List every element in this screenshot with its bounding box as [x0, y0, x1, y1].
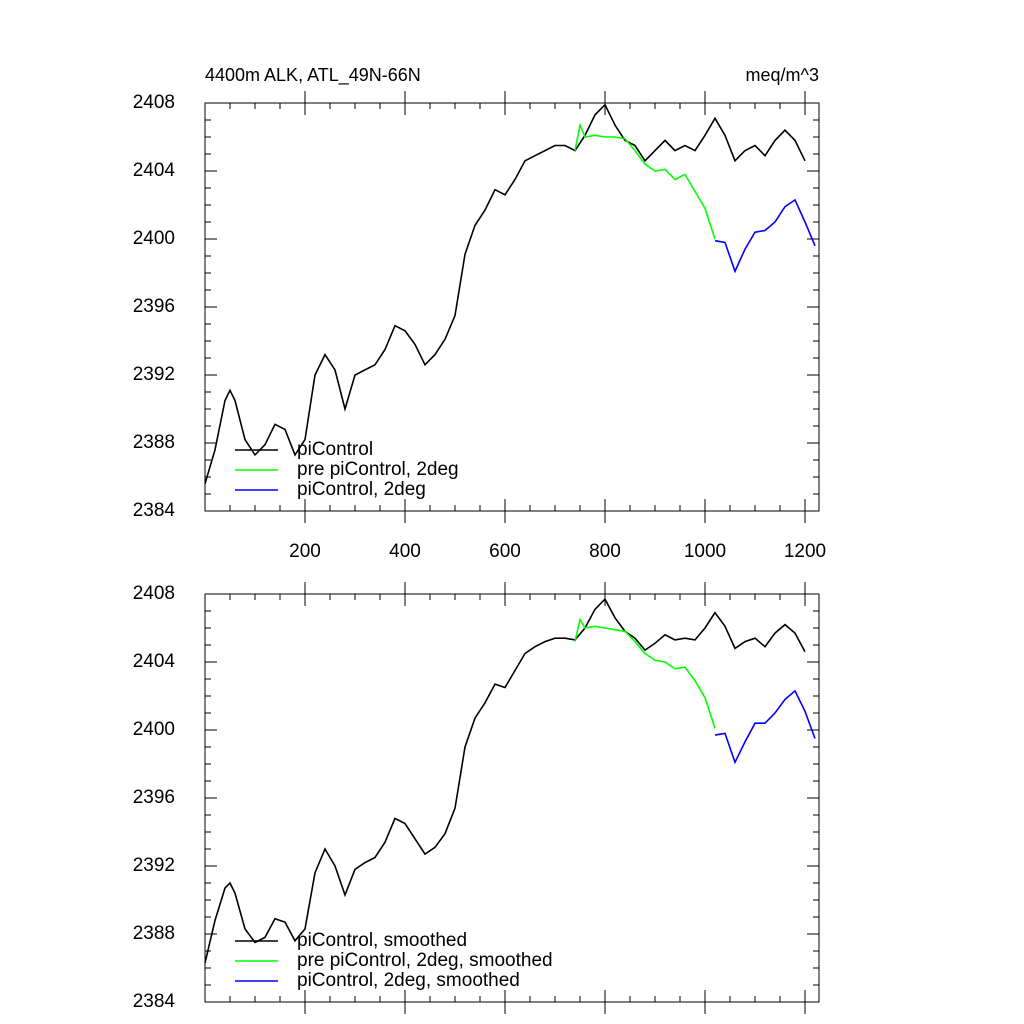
legend-label: pre piControl, 2deg, smoothed	[297, 950, 553, 971]
y-tick-label: 2404	[133, 160, 176, 181]
x-tick-label: 200	[289, 541, 321, 562]
y-tick-label: 2392	[133, 855, 175, 876]
legend-label: piControl	[297, 439, 373, 460]
series-line	[714, 689, 816, 765]
legend-label: piControl, smoothed	[297, 930, 467, 951]
chart-title: 4400m ALK, ATL_49N-66N	[205, 65, 421, 86]
x-tick-label: 1000	[684, 541, 726, 562]
y-tick-label: 2404	[133, 651, 176, 672]
legend-label: piControl, 2deg	[297, 479, 426, 500]
series-line	[714, 198, 816, 274]
series-line	[204, 597, 806, 964]
y-tick-label: 2400	[133, 228, 175, 249]
y-tick-label: 2408	[133, 92, 175, 113]
series-line	[574, 617, 716, 729]
legend-label: pre piControl, 2deg	[297, 459, 459, 480]
series-line	[574, 122, 716, 240]
y-tick-label: 2384	[133, 991, 176, 1012]
y-tick-label: 2388	[133, 923, 175, 944]
units-label: meq/m^3	[746, 65, 819, 85]
legend-label: piControl, 2deg, smoothed	[297, 970, 520, 991]
y-tick-label: 2400	[133, 719, 175, 740]
y-tick-label: 2396	[133, 296, 175, 317]
x-tick-label: 400	[389, 541, 421, 562]
y-tick-label: 2392	[133, 364, 175, 385]
y-tick-label: 2396	[133, 787, 175, 808]
y-tick-label: 2384	[133, 500, 176, 521]
series-line	[204, 103, 806, 485]
y-tick-label: 2388	[133, 432, 175, 453]
x-tick-label: 600	[489, 541, 521, 562]
y-tick-label: 2408	[133, 583, 175, 604]
x-tick-label: 1200	[784, 541, 826, 562]
x-tick-label: 800	[589, 541, 621, 562]
